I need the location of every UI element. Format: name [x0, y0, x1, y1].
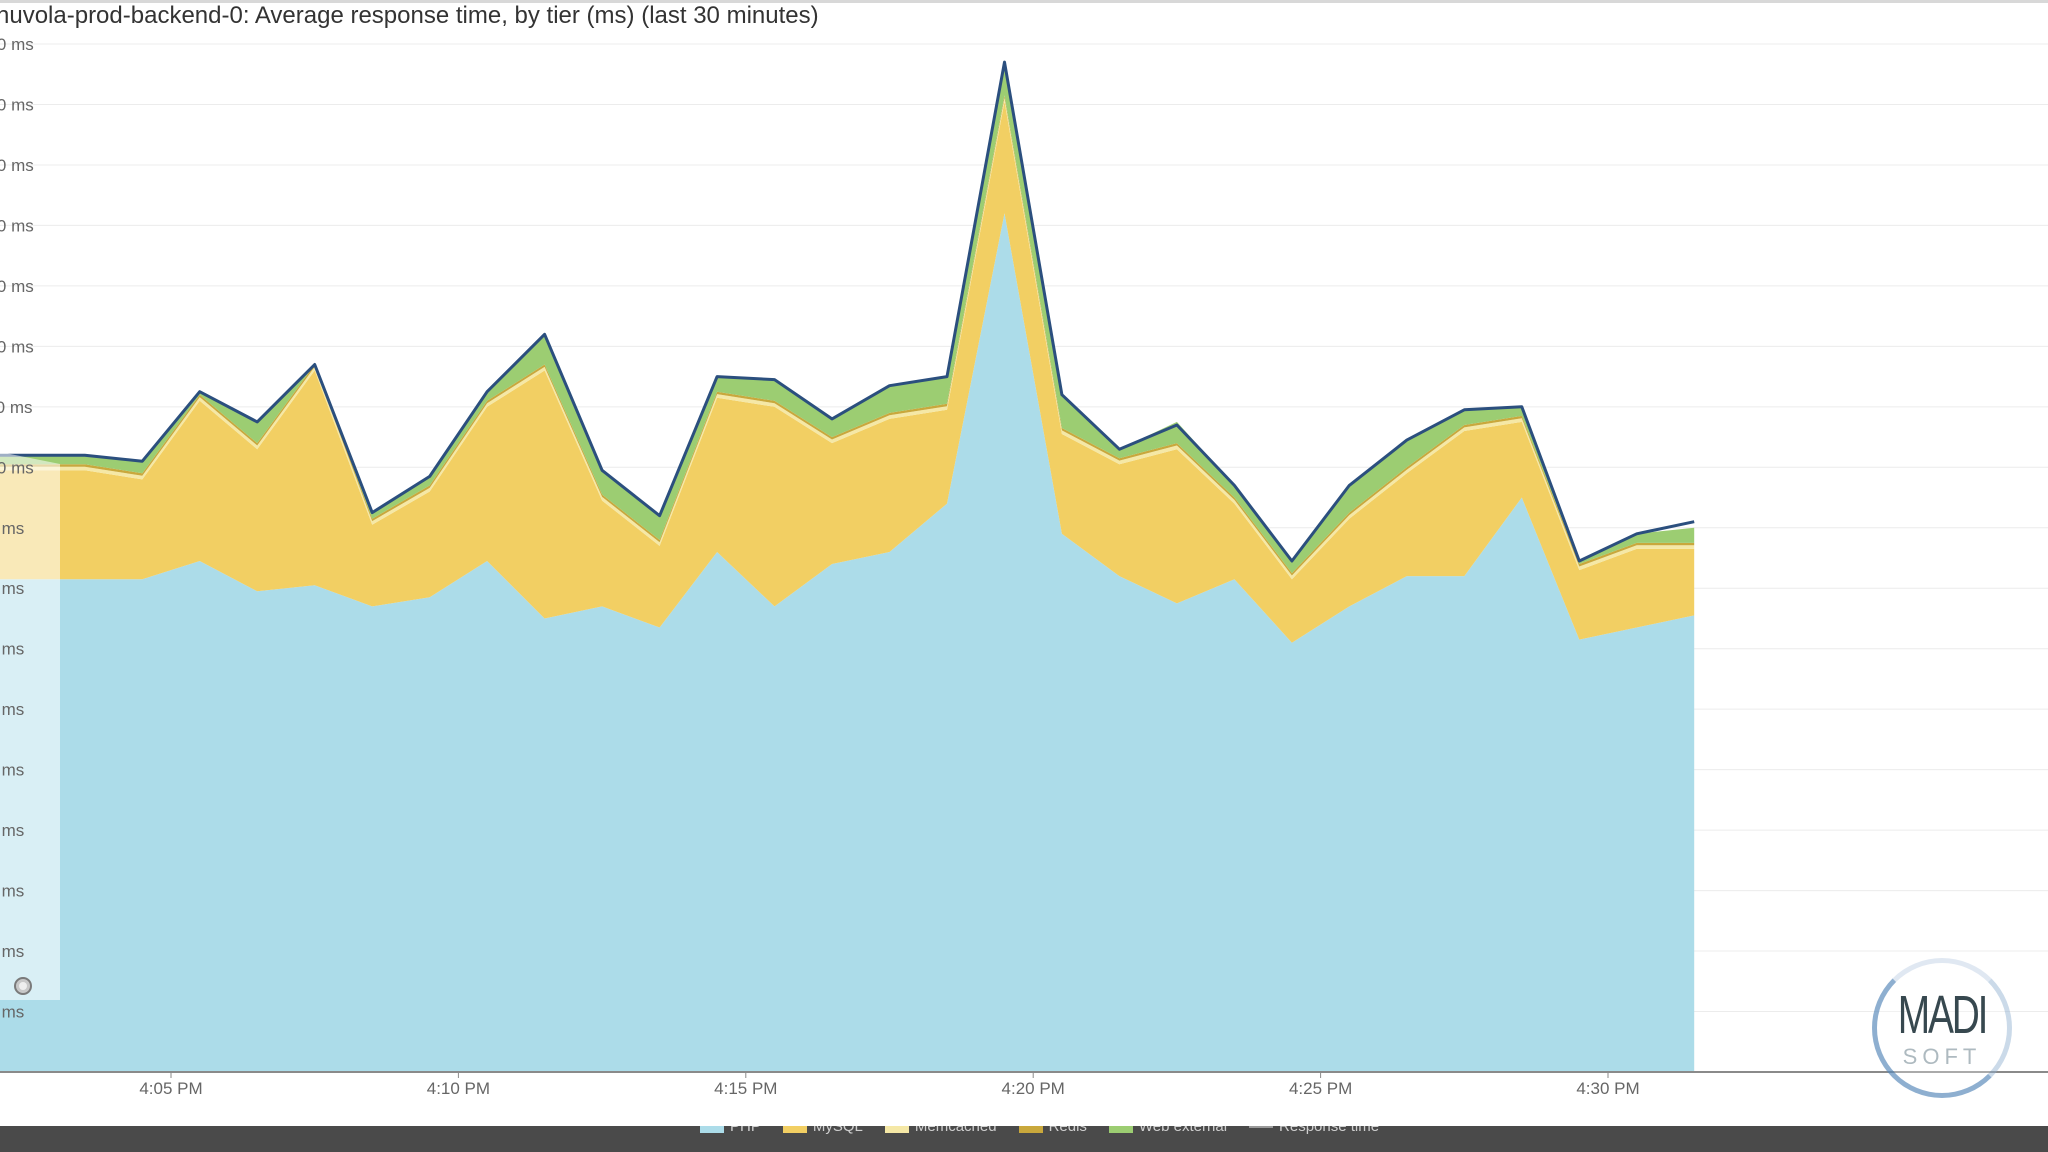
legend-label: Web external — [1138, 1126, 1228, 1135]
legend-swatch — [700, 1126, 724, 1133]
y-tick-label: 100 ms — [0, 458, 34, 477]
legend-swatch — [884, 1126, 909, 1133]
y-tick-label: 70 ms — [0, 640, 24, 659]
x-tick-label: 4:30 PM — [1576, 1079, 1639, 1098]
watermark-text: MADI — [1897, 985, 1989, 1045]
y-tick-label: 50 ms — [0, 761, 24, 780]
legend-label: Redis — [1048, 1126, 1087, 1135]
legend-item[interactable]: PHP — [700, 1126, 761, 1135]
legend-item[interactable]: Redis — [1018, 1126, 1087, 1135]
legend-swatch — [1108, 1126, 1133, 1133]
area-mysql — [0, 101, 1695, 643]
response-time-chart: 10 ms 20 ms 30 ms 40 ms 50 ms 60 ms 70 ms 80 ms… — [0, 35, 2048, 1098]
y-tick-label: 150 ms — [0, 156, 34, 175]
left-overlay — [0, 452, 60, 1000]
y-tick-label: 160 ms — [0, 95, 34, 114]
x-tick-label: 4:05 PM — [139, 1079, 202, 1098]
x-axis-ticks: 4:05 PM 4:10 PM 4:15 PM 4:20 PM 4:25 PM 4:30 … — [139, 1072, 1640, 1098]
legend-item[interactable]: MySQL — [782, 1126, 863, 1135]
legend-swatch — [782, 1126, 807, 1133]
line-response-time — [0, 60, 1695, 563]
y-tick-label: 120 ms — [0, 337, 34, 356]
madisoft-watermark-logo: MADI SOFT — [1872, 958, 2022, 1100]
chart-title: nuvola-prod-backend-0: Average response … — [0, 2, 819, 29]
legend-label: PHP — [730, 1126, 761, 1135]
x-tick-label: 4:15 PM — [714, 1079, 777, 1098]
watermark-ring — [1872, 958, 2012, 1098]
y-tick-label: 110 ms — [0, 398, 33, 417]
y-tick-label: 30 ms — [0, 882, 24, 901]
area-php — [0, 213, 1695, 1073]
y-tick-label: 40 ms — [0, 821, 24, 840]
y-axis-ticks: 10 ms 20 ms 30 ms 40 ms 50 ms 60 ms 70 ms 80 ms… — [0, 35, 34, 1022]
legend-item[interactable]: Memcached — [884, 1126, 997, 1135]
chart-legend: PHP MySQL Memcached Redis Web external Respon… — [700, 1126, 1379, 1135]
y-tick-label: 60 ms — [0, 700, 24, 719]
top-border — [0, 0, 2048, 3]
y-tick-label: 130 ms — [0, 277, 34, 296]
legend-label: Response time — [1279, 1126, 1380, 1135]
y-tick-label: 10 ms — [0, 1003, 24, 1022]
legend-label: Memcached — [914, 1126, 997, 1135]
watermark-subtext: SOFT — [1902, 1044, 1982, 1069]
x-tick-label: 4:10 PM — [427, 1079, 490, 1098]
y-tick-label: 140 ms — [0, 216, 34, 235]
legend-item[interactable]: Web external — [1108, 1126, 1228, 1135]
y-tick-label: 20 ms — [0, 942, 24, 961]
x-tick-label: 4:20 PM — [1002, 1079, 1065, 1098]
x-tick-label: 4:25 PM — [1289, 1079, 1352, 1098]
legend-swatch — [1018, 1126, 1043, 1133]
legend-swatch — [1249, 1126, 1274, 1128]
range-selector-handle[interactable] — [14, 977, 32, 995]
stacked-areas — [0, 60, 2048, 1073]
y-tick-label: 80 ms — [0, 579, 24, 598]
legend-label: MySQL — [812, 1126, 863, 1135]
legend-item[interactable]: Response time — [1249, 1126, 1379, 1135]
y-tick-label: 170 ms — [0, 35, 34, 54]
legend-bar: PHP MySQL Memcached Redis Web external Respon… — [0, 1126, 2048, 1152]
range-selector-mask — [0, 452, 60, 1000]
y-tick-label: 90 ms — [0, 519, 24, 538]
